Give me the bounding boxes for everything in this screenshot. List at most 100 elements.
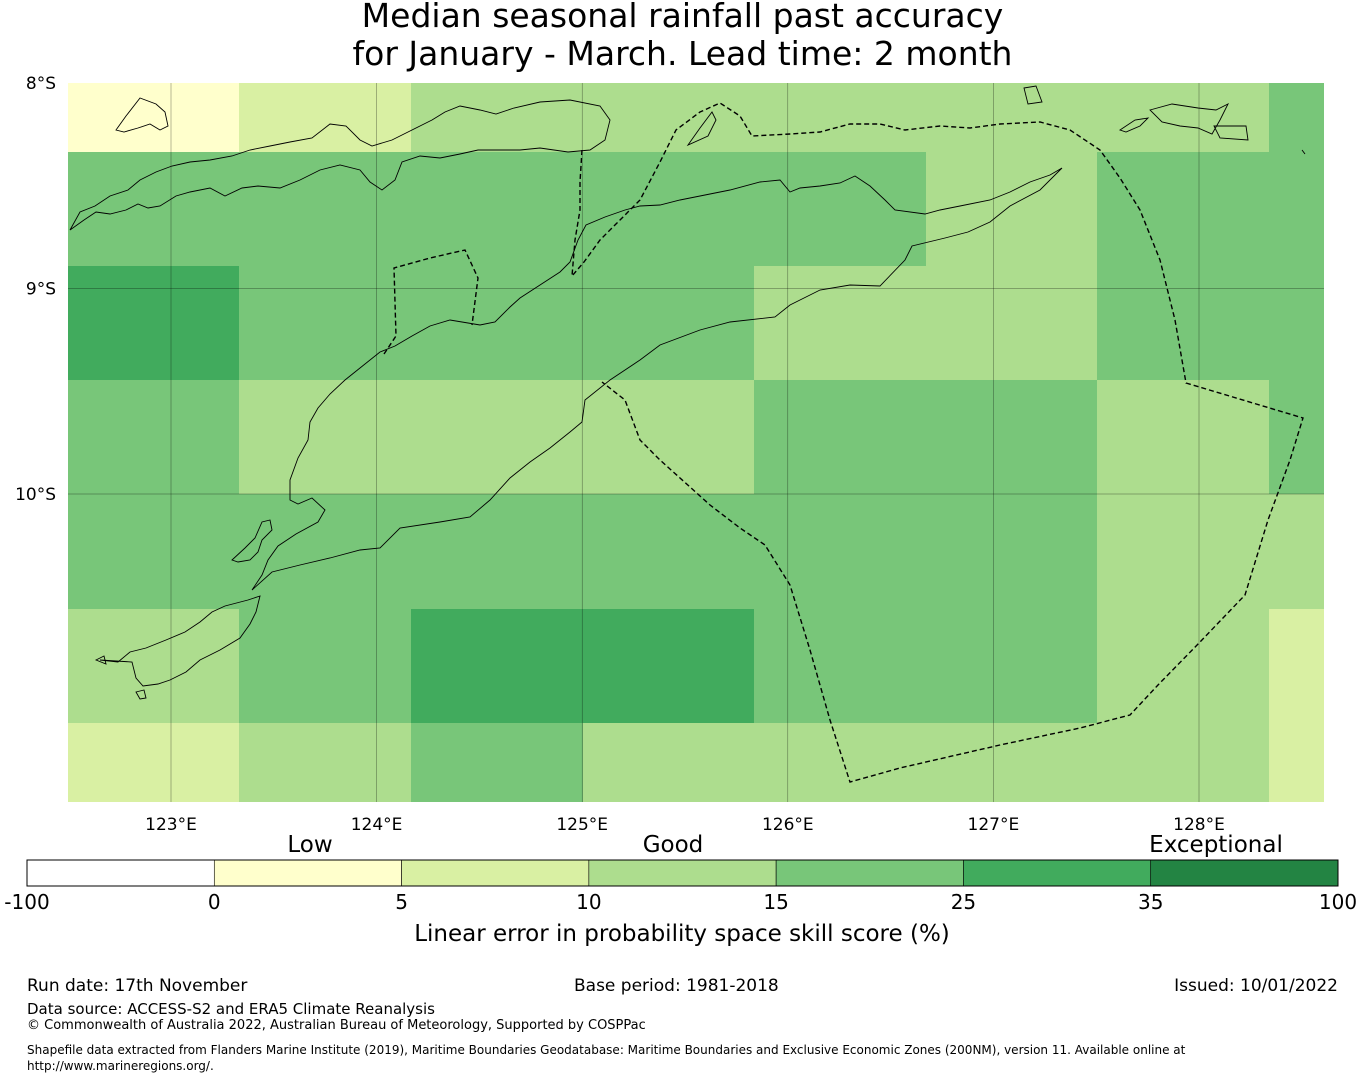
- coastlines: [69, 85, 1306, 700]
- grid-cell: [68, 83, 239, 152]
- grid-cell: [239, 723, 411, 802]
- grid-cell: [754, 83, 926, 152]
- grid-cell: [1097, 83, 1269, 152]
- colorbar-tick-label: 35: [1138, 890, 1163, 914]
- grid-cell: [239, 609, 411, 723]
- lat-tick-label: 10°S: [15, 485, 56, 505]
- grid-cell: [754, 380, 926, 494]
- coastline-atauro: [686, 111, 717, 147]
- grid-cell: [1269, 609, 1324, 723]
- grid-cell: [1269, 380, 1324, 494]
- grid-cell: [754, 723, 926, 802]
- grid-cell: [411, 609, 583, 723]
- base-period: Base period: 1981-2018: [574, 976, 779, 996]
- grid-cell: [1097, 494, 1269, 609]
- lon-tick-label: 127°E: [968, 815, 1020, 835]
- colorbar-category-good: Good: [643, 832, 704, 858]
- grid-cell: [1097, 380, 1269, 494]
- grid-cell: [68, 494, 239, 609]
- colorbar-tick-label: 15: [763, 890, 788, 914]
- colorbar-segment: [588, 859, 777, 887]
- coastline-timor: [251, 167, 1063, 591]
- colorbar-label: Linear error in probability space skill …: [414, 921, 950, 947]
- grid-cell: [1269, 723, 1324, 802]
- chart-title-line-1: Median seasonal rainfall past accuracy: [361, 0, 1004, 35]
- colorbar-tick-label: 5: [395, 890, 408, 914]
- grid-cell: [926, 266, 1097, 380]
- grid-cell: [1097, 152, 1269, 266]
- lat-tick-label: 8°S: [26, 74, 56, 94]
- run-date: Run date: 17th November: [27, 976, 248, 996]
- colorbar-segment: [775, 859, 964, 887]
- grid-cell: [1269, 152, 1324, 266]
- map-axis-labels: 8°S 9°S 10°S 123°E 124°E 125°E 126°E 127°E 128°E: [15, 74, 1225, 835]
- colorbar-tick-label: 100: [1319, 890, 1357, 914]
- eez-boundary-timor-leste: [571, 102, 1304, 783]
- copyright: © Commonwealth of Australia 2022, Austra…: [27, 1018, 646, 1033]
- maritime-boundaries: [383, 102, 1304, 783]
- colorbar-legend: -100 0 5 10 15 25 35 100 Low Good Exceptional Linea…: [4, 832, 1357, 947]
- grid-cell: [411, 152, 583, 266]
- grid-cell: [1097, 266, 1269, 380]
- shapefile-credit-line-2: http://www.marineregions.org/.: [27, 1059, 214, 1073]
- grid-cell: [68, 266, 239, 380]
- map-gridlines: [68, 83, 1324, 802]
- grid-cell: [926, 494, 1097, 609]
- skill-grid: [68, 83, 1324, 802]
- grid-cell: [239, 380, 411, 494]
- colorbar-segment: [1150, 859, 1339, 887]
- grid-cell: [1097, 609, 1269, 723]
- grid-cell: [583, 380, 754, 494]
- grid-cell: [754, 152, 926, 266]
- lon-tick-label: 125°E: [556, 815, 608, 835]
- lon-tick-label: 128°E: [1173, 815, 1225, 835]
- colorbar-tick-label: 10: [576, 890, 601, 914]
- grid-cell: [926, 380, 1097, 494]
- grid-cell: [239, 266, 411, 380]
- eez-boundary-oecusse: [383, 249, 479, 355]
- grid-cell: [411, 380, 583, 494]
- colorbar-tick-label: 0: [208, 890, 221, 914]
- grid-cell: [239, 152, 411, 266]
- lon-tick-label: 123°E: [145, 815, 197, 835]
- grid-cell: [1269, 266, 1324, 380]
- chart-title-line-2: for January - March. Lead time: 2 month: [352, 34, 1013, 73]
- grid-cell: [926, 152, 1097, 266]
- colorbar-segment: [401, 859, 590, 887]
- coastline-wetar: [1023, 85, 1249, 141]
- colorbar-category-exceptional: Exceptional: [1149, 832, 1283, 858]
- grid-cell: [926, 83, 1097, 152]
- coastline-island-a: [115, 97, 169, 133]
- colorbar-segment: [213, 859, 402, 887]
- shapefile-credit-line-1: Shapefile data extracted from Flanders M…: [27, 1043, 1186, 1057]
- colorbar-tick-label: 25: [951, 890, 976, 914]
- grid-cell: [1269, 83, 1324, 152]
- grid-cell: [583, 609, 754, 723]
- data-source: Data source: ACCESS-S2 and ERA5 Climate …: [27, 1000, 435, 1018]
- coastline-small-islands: [94, 149, 1306, 700]
- grid-cell: [68, 723, 239, 802]
- grid-cell: [411, 83, 583, 152]
- grid-cell: [583, 266, 754, 380]
- grid-cell: [926, 723, 1097, 802]
- grid-cell: [68, 152, 239, 266]
- colorbar-tick-label: -100: [4, 890, 49, 914]
- lat-tick-label: 9°S: [26, 280, 56, 300]
- coastline-flores-north: [69, 99, 611, 231]
- grid-cell: [1269, 494, 1324, 609]
- colorbar-category-low: Low: [287, 832, 332, 858]
- grid-cell: [239, 83, 411, 152]
- coastline-rote: [99, 595, 261, 687]
- grid-cell: [68, 609, 239, 723]
- map-figure: 8°S 9°S 10°S 123°E 124°E 125°E 126°E 127°E 128°E…: [4, 74, 1357, 947]
- grid-cell: [754, 266, 926, 380]
- grid-cell: [583, 723, 754, 802]
- grid-cell: [411, 494, 583, 609]
- grid-cell: [583, 83, 754, 152]
- grid-cell: [926, 609, 1097, 723]
- grid-cell: [239, 494, 411, 609]
- colorbar-segment: [963, 859, 1152, 887]
- lon-tick-label: 124°E: [351, 815, 403, 835]
- grid-cell: [754, 609, 926, 723]
- colorbar-frame: [26, 859, 1339, 887]
